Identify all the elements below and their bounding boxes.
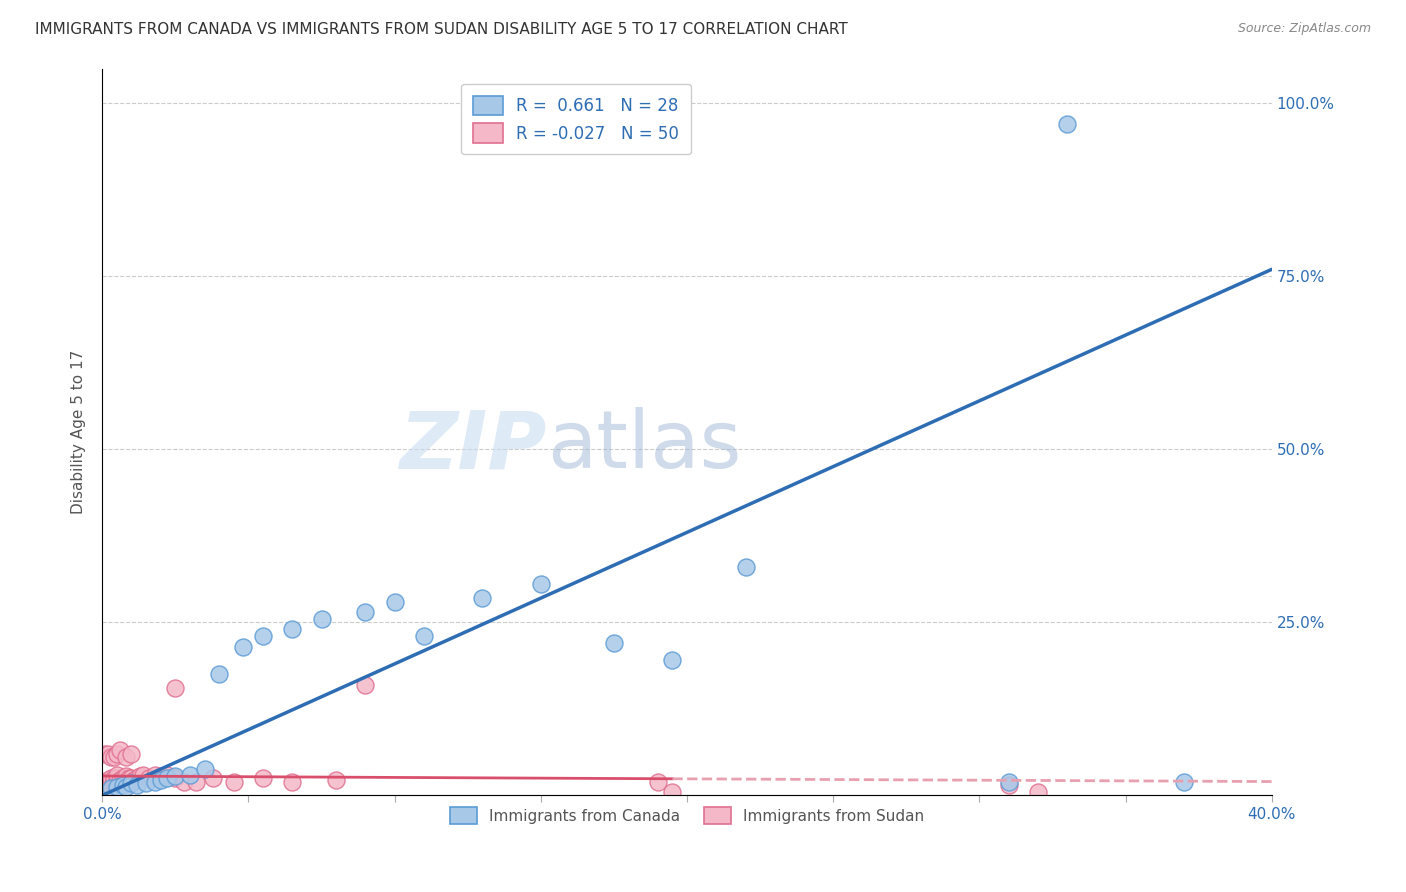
Point — [114, 773, 136, 788]
Point — [354, 678, 377, 692]
Point — [997, 774, 1019, 789]
Legend: Immigrants from Canada, Immigrants from Sudan: Immigrants from Canada, Immigrants from … — [439, 796, 935, 835]
Point — [1056, 117, 1078, 131]
Point — [997, 778, 1019, 792]
Point — [120, 774, 142, 789]
Point — [325, 773, 347, 788]
Point — [647, 774, 669, 789]
Point — [97, 773, 120, 788]
Point — [103, 773, 125, 788]
Point — [143, 774, 166, 789]
Point — [138, 771, 160, 785]
Text: IMMIGRANTS FROM CANADA VS IMMIGRANTS FROM SUDAN DISABILITY AGE 5 TO 17 CORRELATI: IMMIGRANTS FROM CANADA VS IMMIGRANTS FRO… — [35, 22, 848, 37]
Y-axis label: Disability Age 5 to 17: Disability Age 5 to 17 — [72, 350, 86, 514]
Point — [105, 780, 128, 794]
Point — [281, 774, 304, 789]
Point — [120, 776, 142, 790]
Point — [471, 591, 494, 606]
Point — [202, 771, 225, 785]
Point — [603, 636, 626, 650]
Point — [97, 747, 120, 761]
Point — [1173, 774, 1195, 789]
Point — [120, 747, 142, 761]
Point — [100, 778, 122, 792]
Point — [384, 594, 406, 608]
Point — [94, 747, 117, 761]
Point — [132, 767, 155, 781]
Point — [94, 778, 117, 792]
Point — [661, 653, 683, 667]
Point — [120, 771, 142, 785]
Point — [129, 769, 152, 783]
Point — [149, 769, 172, 783]
Point — [179, 767, 201, 781]
Point — [114, 780, 136, 794]
Point — [165, 681, 187, 695]
Point — [155, 767, 177, 781]
Point — [111, 778, 134, 792]
Point — [311, 612, 333, 626]
Point — [94, 776, 117, 790]
Point — [124, 773, 146, 788]
Point — [149, 773, 172, 788]
Point — [103, 771, 125, 785]
Point — [97, 776, 120, 790]
Text: Source: ZipAtlas.com: Source: ZipAtlas.com — [1237, 22, 1371, 36]
Point — [232, 640, 254, 654]
Point — [100, 771, 122, 785]
Point — [100, 774, 122, 789]
Point — [127, 778, 149, 792]
Point — [105, 774, 128, 789]
Point — [193, 762, 215, 776]
Point — [208, 667, 231, 681]
Point — [100, 781, 122, 796]
Point — [114, 750, 136, 764]
Point — [135, 776, 157, 790]
Point — [111, 774, 134, 789]
Point — [105, 747, 128, 761]
Point — [530, 577, 553, 591]
Point — [1026, 785, 1049, 799]
Point — [100, 750, 122, 764]
Point — [734, 560, 756, 574]
Point — [103, 776, 125, 790]
Point — [173, 774, 195, 789]
Point — [252, 771, 274, 785]
Point — [108, 743, 131, 757]
Point — [114, 769, 136, 783]
Point — [661, 785, 683, 799]
Point — [111, 771, 134, 785]
Point — [127, 771, 149, 785]
Point — [222, 774, 245, 789]
Text: ZIP: ZIP — [399, 408, 547, 485]
Point — [108, 773, 131, 788]
Point — [94, 774, 117, 789]
Point — [108, 776, 131, 790]
Point — [103, 750, 125, 764]
Point — [184, 774, 207, 789]
Point — [165, 771, 187, 785]
Point — [281, 622, 304, 636]
Point — [117, 771, 139, 785]
Point — [165, 769, 187, 783]
Point — [105, 767, 128, 781]
Point — [354, 605, 377, 619]
Point — [412, 629, 434, 643]
Point — [143, 767, 166, 781]
Point — [97, 780, 120, 794]
Point — [155, 771, 177, 785]
Point — [252, 629, 274, 643]
Text: atlas: atlas — [547, 408, 741, 485]
Point — [105, 771, 128, 785]
